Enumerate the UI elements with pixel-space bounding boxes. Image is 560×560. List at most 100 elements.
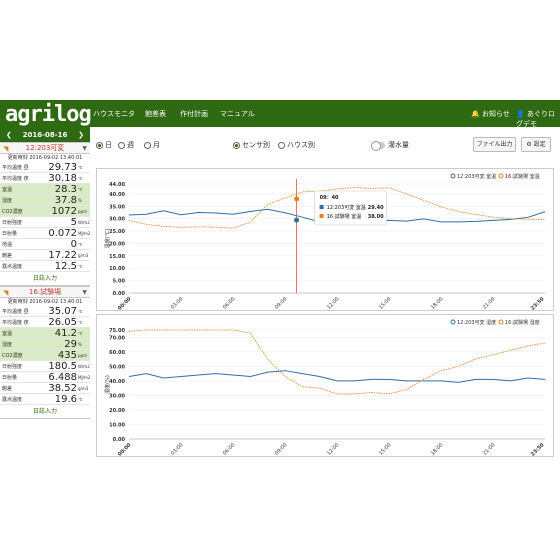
period-week-radio[interactable]: 週 [118, 140, 134, 150]
x-tick-label: 09:00 [274, 442, 288, 456]
x-tick-label: 23:50 [530, 296, 546, 310]
nav-planting-plan[interactable]: 作付計画 [180, 110, 208, 118]
tooltip-time: 09：40 [320, 195, 339, 201]
sensor-row: 露点温度 19.6 ℃ [0, 394, 90, 405]
nav-saturation-table[interactable]: 飽差表 [145, 110, 166, 118]
period-month-radio[interactable]: 月 [144, 140, 160, 150]
sensor-label: 日射強度 [2, 363, 23, 370]
sensor-value: 435 [57, 349, 77, 361]
series-line-a [128, 370, 546, 383]
sensor-value: 26.05 [48, 316, 77, 328]
x-tick-label: 18:00 [430, 296, 444, 310]
x-tick-label: 00:00 [117, 296, 133, 310]
bell-icon: 🔔 [471, 110, 480, 118]
diary-entry-link[interactable]: 日誌入力 [0, 405, 90, 419]
x-tick-label: 23:50 [530, 442, 546, 456]
sensor-row: CO2濃度 1072 ppm [0, 206, 90, 217]
sensor-unit: ℃ [78, 330, 83, 336]
x-tick-label: 06:00 [222, 442, 236, 456]
sensor-row: 湿度 37.8% [0, 195, 90, 206]
y-tick-label: 5.00 [113, 279, 126, 285]
sensor-unit: ℃ [78, 241, 83, 247]
prev-date-button[interactable]: ❮ [6, 130, 12, 139]
y-tick-label: 30.00 [109, 393, 125, 399]
legend-marker [498, 173, 504, 179]
settings-label: 設定 [533, 141, 546, 148]
cursor-point-b [294, 196, 300, 202]
sensor-row: 露点温度 12.5 ℃ [0, 261, 90, 272]
radio-icon [96, 141, 103, 149]
sensor-title: 12:203可変 [25, 144, 65, 152]
sensor-unit: g/m3 [78, 252, 89, 258]
sensor-label: 湿度 [2, 341, 13, 348]
sensor-value: 1072 [51, 205, 77, 217]
sensor-row: 室温 28.3 ℃ [0, 184, 90, 195]
y-tick-label: 0.00 [113, 291, 126, 297]
sensor-section-header[interactable]: ◥ 12:203可変 ▼ [0, 142, 90, 154]
nav-house-monitor[interactable]: ハウスモニタ [93, 110, 135, 118]
tooltip-box [314, 190, 387, 226]
period-day-label: 日 [105, 141, 112, 149]
y-tick-label: 50.00 [109, 364, 125, 370]
radio-icon [233, 141, 240, 149]
nav-manual[interactable]: マニュアル [220, 110, 255, 118]
radio-icon [144, 141, 151, 149]
next-date-button[interactable]: ❯ [78, 130, 84, 139]
tooltip-series: 12:203可変 室温 [327, 204, 366, 211]
sensor-unit: ppm [78, 208, 87, 214]
sensor-unit: % [78, 341, 82, 347]
diary-entry-link[interactable]: 日誌入力 [0, 272, 90, 286]
signal-icon: ◥ [3, 145, 9, 153]
x-tick-label: 03:00 [170, 296, 184, 310]
sensor-label: 室温 [2, 330, 13, 337]
notices-link[interactable]: 🔔 お知らせ [471, 109, 510, 119]
temperature-chart[interactable]: 12:203可変 室温 16:試験場 室温 44.00 40.00 35.00 30.00… [97, 169, 553, 312]
user-menu[interactable]: 👤 あぐりログデモ [516, 109, 560, 129]
sensor-unit: g/m3 [78, 385, 89, 391]
sensor-row: 日射量 0.072 MJ/m2 [0, 228, 90, 239]
sensor-value: 28.3 [54, 183, 77, 195]
sensor-row: 平均温度 昼 35.07 ℃ [0, 306, 90, 317]
sensor-label: 室温 [2, 186, 13, 193]
sensor-unit: ℃ [78, 186, 83, 192]
caret-down-icon[interactable]: ▼ [82, 289, 87, 296]
x-tick-label: 00:00 [117, 442, 133, 456]
temperature-chart-panel: 12:203可変 室温 16:試験場 室温 44.00 40.00 35.00 30.00… [96, 168, 554, 312]
signal-icon: ◥ [3, 289, 9, 297]
sensor-row: 地温 0 ℃ [0, 239, 90, 250]
toggle-switch[interactable] [371, 140, 385, 151]
sensor-unit: ℃ [78, 396, 83, 402]
irrigation-toggle[interactable]: 灌水量 [371, 140, 409, 151]
sensor-row: 室温 41.2 ℃ [0, 328, 90, 339]
y-tick-label: 75.00 [109, 328, 125, 334]
sensor-unit: ℃ [78, 164, 83, 170]
sensor-unit: ℃ [78, 263, 83, 269]
sensor-unit: % [78, 197, 82, 203]
group-house-radio[interactable]: ハウス別 [278, 140, 315, 150]
caret-down-icon[interactable]: ▼ [82, 145, 87, 152]
top-navbar: agrilog ハウスモニタ 飽差表 作付計画 マニュアル 🔔 お知らせ 👤 あ… [0, 100, 560, 129]
settings-button[interactable]: ⚙ 設定 [521, 137, 551, 152]
sensor-value: 30.18 [48, 172, 77, 184]
sensor-label: CO2濃度 [2, 352, 23, 359]
group-sensor-radio[interactable]: センサ別 [233, 140, 270, 150]
user-icon: 👤 [516, 110, 525, 118]
x-tick-label: 21:00 [482, 296, 496, 310]
sensor-value: 38.52 [48, 382, 77, 394]
sensor-label: CO2濃度 [2, 208, 23, 215]
y-tick-label: 10.00 [109, 422, 125, 428]
period-month-label: 月 [153, 141, 160, 149]
app-logo[interactable]: agrilog [5, 102, 92, 127]
sensor-title: 16:試験場 [28, 288, 62, 296]
period-day-radio[interactable]: 日 [96, 140, 112, 150]
sensor-row: 平均温度 昼 29.73 ℃ [0, 162, 90, 173]
y-tick-label: 35.00 [109, 204, 125, 210]
sidebar: ❮ 2016-08-16 ❯ ◥ 12:203可変 ▼ 更新時刻 2016-09-02… [0, 127, 90, 457]
x-tick-label: 21:00 [482, 442, 496, 456]
sensor-unit: W/m2 [78, 219, 90, 225]
date-bar: ❮ 2016-08-16 ❯ [0, 127, 90, 142]
file-export-button[interactable]: ファイル出力 [473, 137, 516, 152]
tooltip-value: 38.00 [368, 214, 384, 220]
sensor-section-header[interactable]: ◥ 16:試験場 ▼ [0, 286, 90, 298]
